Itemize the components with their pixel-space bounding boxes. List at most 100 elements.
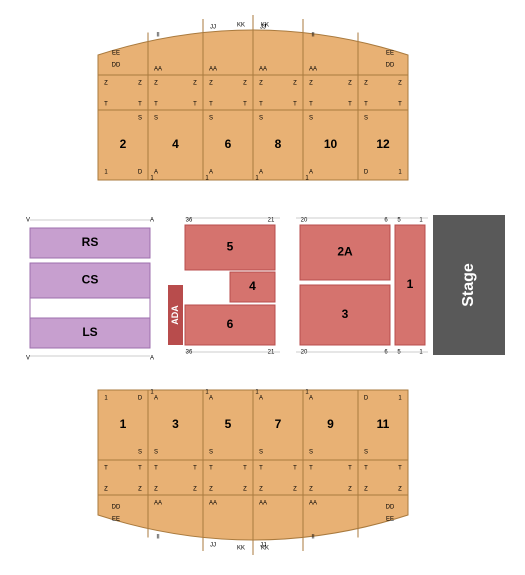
svg-text:Z: Z: [193, 487, 197, 493]
svg-text:20: 20: [301, 350, 308, 356]
lower-section-9-label: 9: [327, 417, 334, 431]
svg-text:T: T: [104, 466, 108, 472]
svg-text:T: T: [293, 102, 297, 108]
svg-text:Z: Z: [309, 487, 313, 493]
svg-text:A: A: [154, 170, 158, 176]
svg-text:S: S: [309, 450, 313, 456]
svg-text:D: D: [138, 396, 143, 402]
svg-text:A: A: [259, 170, 263, 176]
floor-section-2A-label: 2A: [337, 245, 353, 259]
svg-text:T: T: [348, 466, 352, 472]
svg-text:T: T: [364, 466, 368, 472]
svg-text:A: A: [150, 356, 154, 362]
svg-text:A: A: [154, 396, 158, 402]
svg-text:JJ: JJ: [210, 25, 216, 31]
riser-gap: [30, 298, 150, 318]
svg-text:DD: DD: [386, 63, 395, 69]
svg-text:JJ: JJ: [210, 543, 216, 549]
floor-section-1-label: 1: [407, 277, 414, 291]
svg-text:II: II: [156, 535, 160, 541]
svg-text:Z: Z: [364, 487, 368, 493]
svg-text:AA: AA: [154, 501, 162, 507]
floor-section-5-label: 5: [227, 240, 234, 254]
svg-text:AA: AA: [309, 67, 317, 73]
svg-text:36: 36: [186, 350, 193, 356]
svg-text:Z: Z: [209, 81, 213, 87]
svg-text:S: S: [309, 116, 313, 122]
svg-text:S: S: [138, 450, 142, 456]
svg-text:S: S: [259, 450, 263, 456]
floor-section-4-label: 4: [249, 279, 256, 293]
svg-text:T: T: [154, 102, 158, 108]
floor-section-6-label: 6: [227, 317, 234, 331]
svg-text:EE: EE: [386, 517, 394, 523]
svg-text:DD: DD: [112, 505, 121, 511]
svg-text:Z: Z: [259, 487, 263, 493]
svg-text:KK: KK: [261, 546, 269, 552]
riser-rs-label: RS: [82, 235, 99, 249]
riser-cs-label: CS: [82, 273, 99, 287]
svg-text:T: T: [293, 466, 297, 472]
svg-text:T: T: [243, 102, 247, 108]
upper-section-12-label: 12: [376, 137, 390, 151]
svg-text:A: A: [209, 396, 213, 402]
svg-text:T: T: [259, 102, 263, 108]
svg-text:Z: Z: [138, 487, 142, 493]
svg-text:6: 6: [384, 218, 388, 224]
svg-text:6: 6: [384, 350, 388, 356]
svg-text:T: T: [138, 466, 142, 472]
svg-text:AA: AA: [259, 67, 267, 73]
svg-text:T: T: [398, 102, 402, 108]
svg-text:A: A: [150, 218, 154, 224]
svg-text:T: T: [193, 102, 197, 108]
upper-section-8-label: 8: [275, 137, 282, 151]
svg-text:S: S: [259, 116, 263, 122]
svg-text:T: T: [259, 466, 263, 472]
svg-text:S: S: [209, 450, 213, 456]
svg-text:Z: Z: [104, 81, 108, 87]
svg-text:Z: Z: [104, 487, 108, 493]
svg-text:T: T: [209, 466, 213, 472]
upper-section-10-label: 10: [324, 137, 338, 151]
ada-label: ADA: [170, 305, 180, 325]
svg-text:S: S: [154, 116, 158, 122]
svg-text:T: T: [154, 466, 158, 472]
svg-text:T: T: [364, 102, 368, 108]
svg-text:II: II: [311, 33, 315, 39]
svg-text:II: II: [311, 535, 315, 541]
svg-text:S: S: [209, 116, 213, 122]
svg-text:5: 5: [397, 350, 401, 356]
svg-text:Z: Z: [138, 81, 142, 87]
svg-text:T: T: [398, 466, 402, 472]
svg-text:Z: Z: [293, 81, 297, 87]
floor-section-3-label: 3: [342, 307, 349, 321]
svg-text:Z: Z: [309, 81, 313, 87]
svg-text:A: A: [309, 396, 313, 402]
svg-text:Z: Z: [154, 81, 158, 87]
svg-text:Z: Z: [398, 81, 402, 87]
svg-text:KK: KK: [237, 23, 245, 29]
svg-text:S: S: [138, 116, 142, 122]
lower-section-1-label: 1: [120, 417, 127, 431]
lower-section-11-label: 11: [377, 417, 390, 431]
svg-text:D: D: [364, 396, 369, 402]
lower-section-7-label: 7: [275, 417, 282, 431]
svg-text:AA: AA: [154, 67, 162, 73]
svg-text:21: 21: [268, 350, 275, 356]
svg-text:Z: Z: [348, 81, 352, 87]
svg-text:A: A: [259, 396, 263, 402]
svg-text:21: 21: [268, 218, 275, 224]
svg-text:II: II: [156, 33, 160, 39]
svg-text:DD: DD: [386, 505, 395, 511]
riser-ls-label: LS: [82, 325, 97, 339]
svg-text:Z: Z: [293, 487, 297, 493]
svg-text:D: D: [364, 170, 369, 176]
svg-text:S: S: [364, 450, 368, 456]
svg-text:Z: Z: [348, 487, 352, 493]
svg-text:T: T: [309, 102, 313, 108]
svg-text:36: 36: [186, 218, 193, 224]
svg-text:DD: DD: [112, 63, 121, 69]
svg-text:T: T: [348, 102, 352, 108]
svg-text:Z: Z: [243, 81, 247, 87]
svg-text:1: 1: [419, 218, 423, 224]
